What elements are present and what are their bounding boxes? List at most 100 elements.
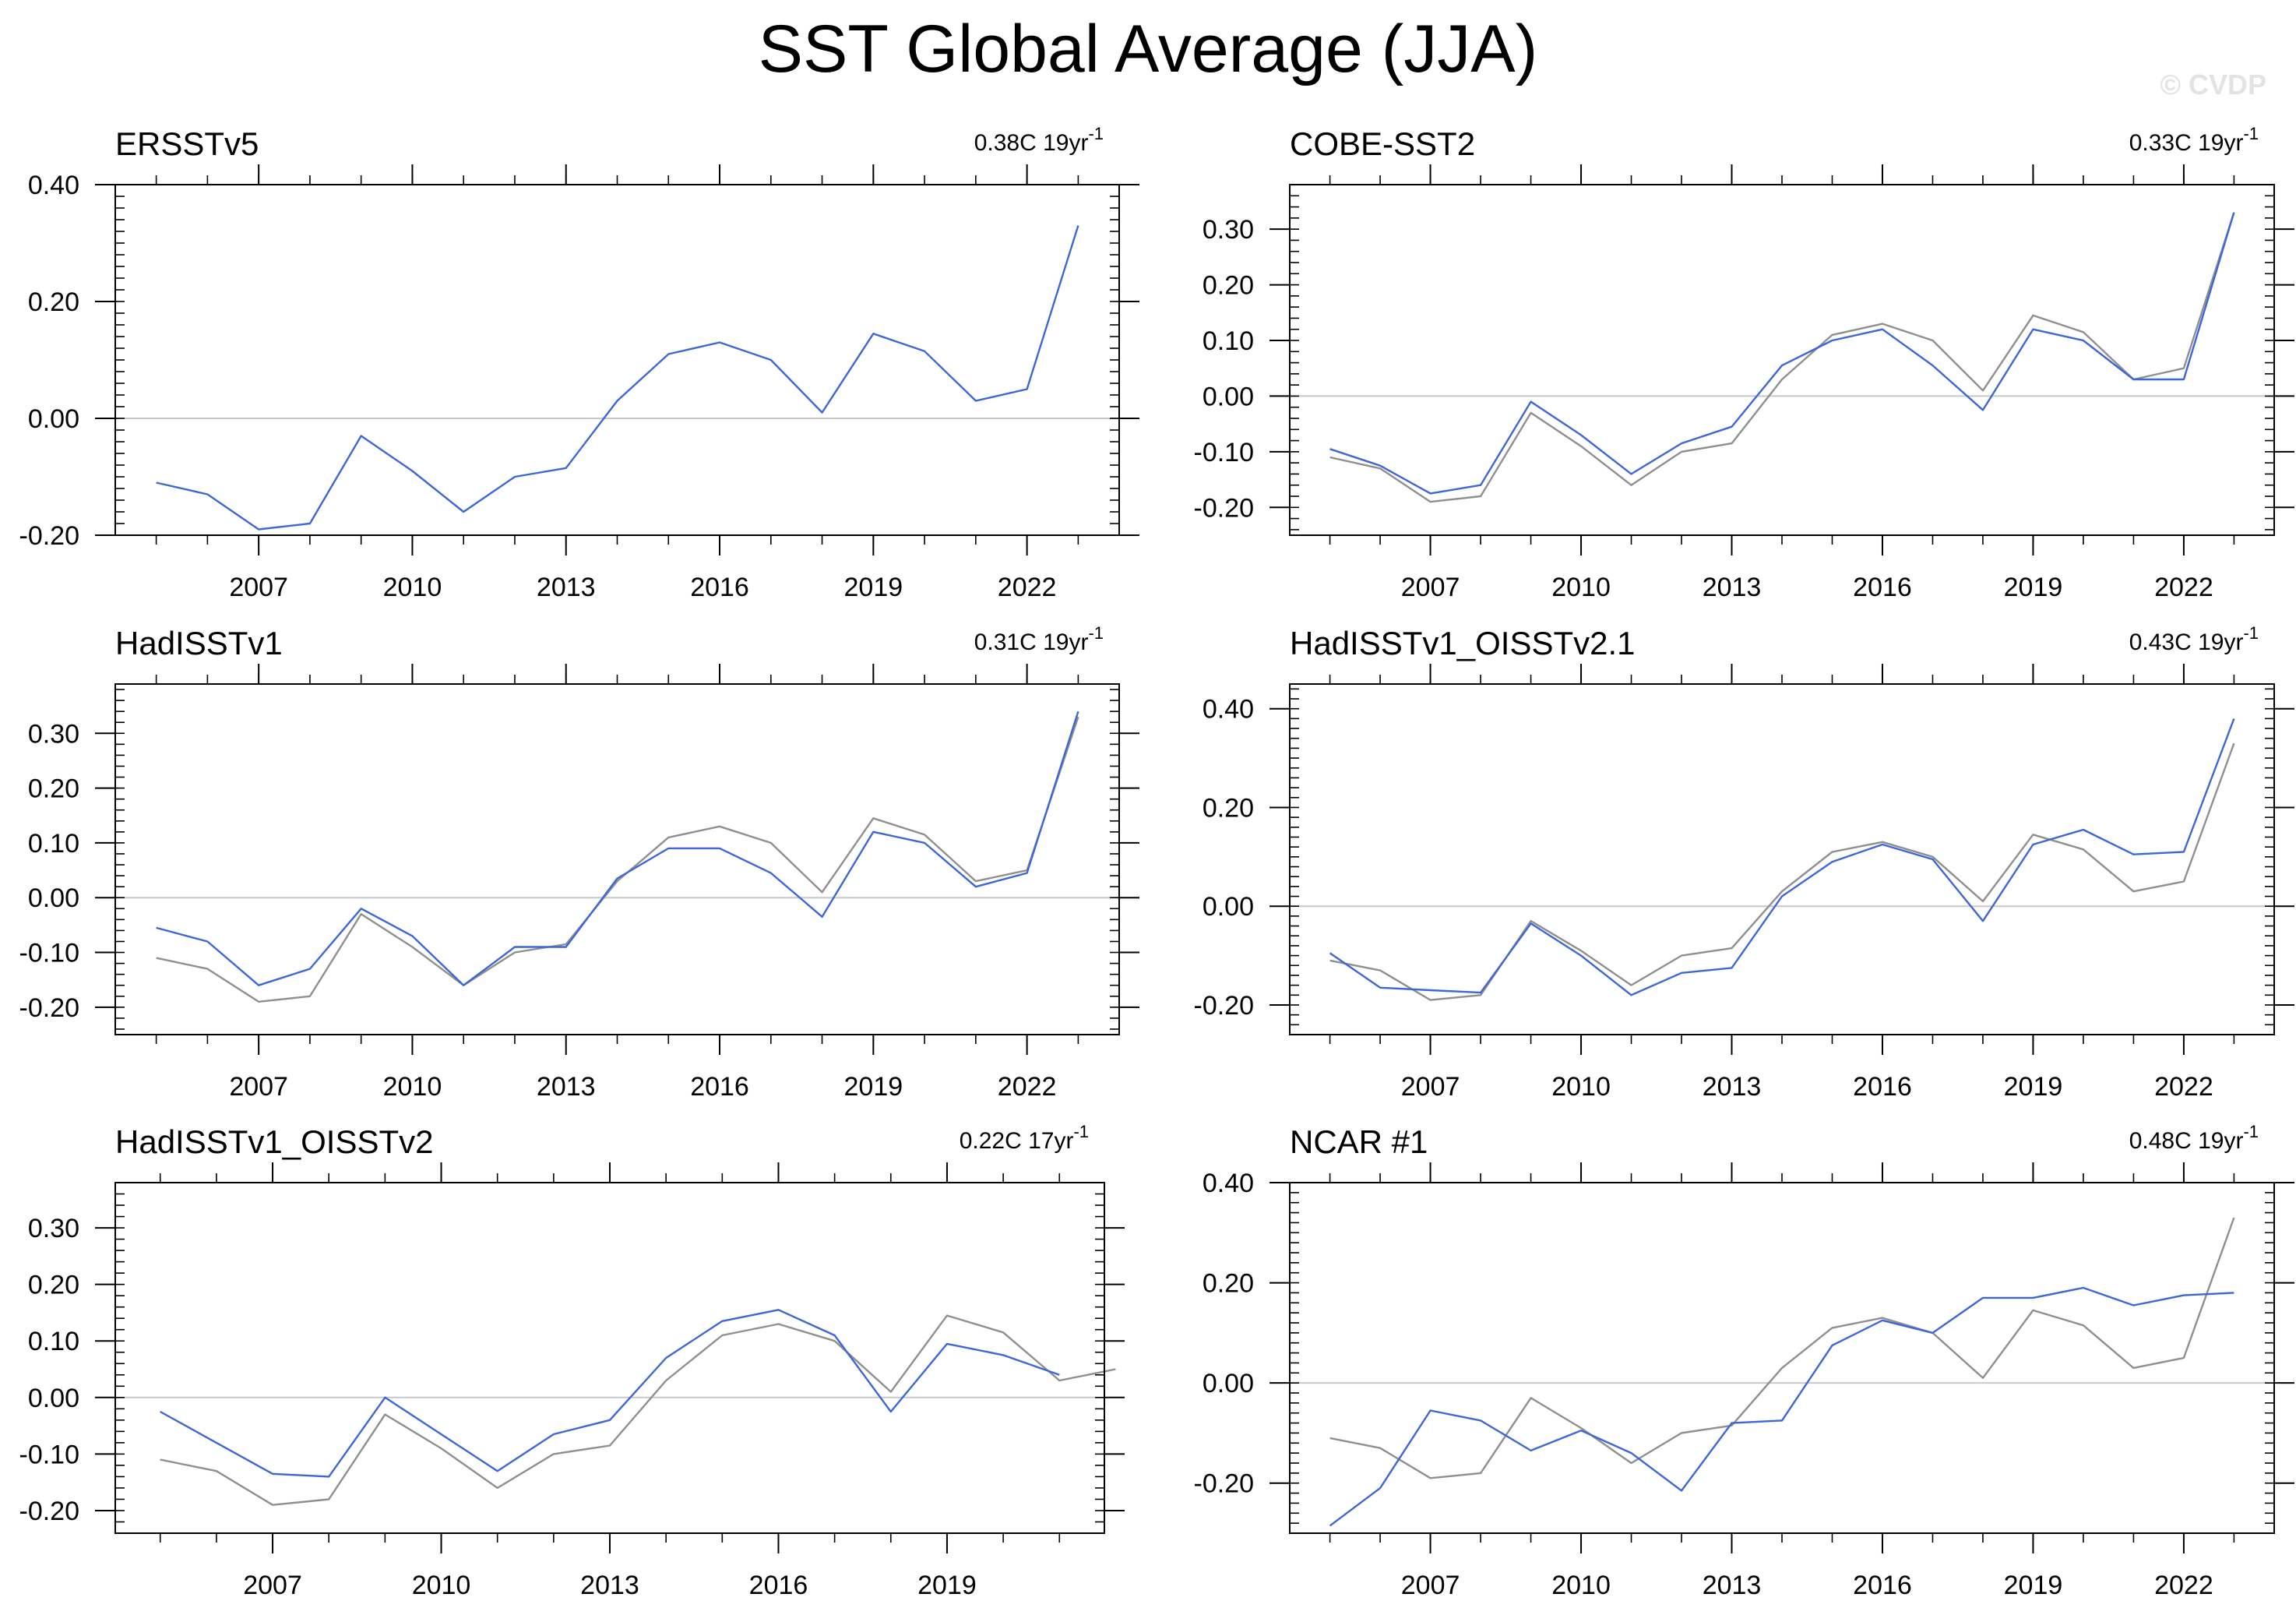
trend-exponent: -1 — [1088, 623, 1104, 643]
y-tick-label: 0.10 — [1203, 326, 1254, 356]
y-tick-label: 0.00 — [28, 1384, 79, 1413]
x-tick-label: 2007 — [243, 1571, 302, 1600]
chart-panel: -0.20 -0.10 0.00 0.10 0.20 0.30 2007 2010 2013 20… — [1194, 124, 2294, 602]
chart-panel: -0.20 0.00 0.20 0.40 2007 2010 2013 2016 2019 202… — [1194, 623, 2294, 1102]
reference-series-line — [1329, 1217, 2235, 1479]
trend-label: 0.48C 19yr-1 — [2129, 1122, 2259, 1154]
y-tick-label: -0.20 — [1194, 493, 1255, 523]
x-tick-label: 2016 — [749, 1571, 808, 1600]
x-tick-label: 2013 — [1703, 1571, 1762, 1600]
x-tick-label: 2013 — [580, 1571, 639, 1600]
x-tick-label: 2016 — [690, 573, 749, 602]
reference-series-line — [160, 1314, 1116, 1506]
x-tick-label: 2016 — [690, 1072, 749, 1102]
y-tick-label: -0.20 — [1194, 1469, 1255, 1499]
x-tick-label: 2022 — [998, 573, 1057, 602]
y-tick-label: 0.00 — [28, 883, 79, 913]
trend-exponent: -1 — [1073, 1122, 1089, 1141]
reference-series-line — [1329, 742, 2235, 1001]
plot-frame — [1289, 1182, 2275, 1534]
y-tick-label: 0.20 — [28, 1271, 79, 1300]
x-tick-label: 2010 — [1551, 1072, 1611, 1102]
x-tick-label: 2007 — [1401, 1571, 1460, 1600]
y-tick-label: 0.30 — [28, 1214, 79, 1243]
plot-frame — [1289, 184, 2275, 536]
data-series-line — [156, 711, 1079, 986]
x-tick-label: 2019 — [2004, 1072, 2063, 1102]
trend-label: 0.38C 19yr-1 — [974, 124, 1104, 156]
trend-exponent: -1 — [2243, 124, 2259, 143]
y-tick-label: 0.00 — [1203, 382, 1254, 411]
plot-frame — [114, 184, 1120, 536]
x-tick-label: 2007 — [1401, 573, 1460, 602]
y-tick-label: -0.20 — [1194, 991, 1255, 1021]
x-tick-label: 2010 — [383, 1072, 442, 1102]
y-tick-label: -0.10 — [1194, 438, 1255, 467]
panel-title: NCAR #1 — [1290, 1123, 1428, 1160]
chart-panel: -0.20 -0.10 0.00 0.10 0.20 0.30 2007 2010 2013 20… — [19, 1122, 1125, 1600]
trend-value: 0.38C 19yr — [974, 130, 1089, 156]
trend-label: 0.43C 19yr-1 — [2129, 623, 2259, 655]
trend-exponent: -1 — [1088, 124, 1104, 143]
main-title: SST Global Average (JJA) — [758, 12, 1538, 86]
panel-title: COBE-SST2 — [1290, 125, 1475, 162]
x-tick-label: 2013 — [1703, 1072, 1762, 1102]
y-tick-label: 0.40 — [28, 171, 79, 200]
x-tick-label: 2010 — [1551, 573, 1611, 602]
x-tick-label: 2010 — [412, 1571, 471, 1600]
y-tick-label: 0.00 — [28, 404, 79, 434]
data-series-line — [1329, 718, 2235, 996]
x-tick-label: 2013 — [1703, 573, 1762, 602]
panel-title: HadISSTv1_OISSTv2 — [115, 1123, 434, 1160]
y-tick-label: 0.30 — [28, 719, 79, 749]
trend-value: 0.22C 17yr — [960, 1128, 1074, 1154]
x-tick-label: 2019 — [844, 1072, 903, 1102]
x-tick-label: 2022 — [2154, 1571, 2213, 1600]
x-tick-label: 2019 — [917, 1571, 977, 1600]
trend-value: 0.31C 19yr — [974, 629, 1089, 655]
y-tick-label: 0.40 — [1203, 695, 1254, 725]
trend-label: 0.31C 19yr-1 — [974, 623, 1104, 655]
watermark: © CVDP — [2160, 69, 2266, 100]
y-tick-label: -0.10 — [19, 1440, 80, 1469]
y-tick-label: 0.20 — [1203, 793, 1254, 823]
trend-label: 0.22C 17yr-1 — [960, 1122, 1089, 1154]
x-tick-label: 2010 — [1551, 1571, 1611, 1600]
y-tick-label: -0.20 — [19, 993, 80, 1023]
x-tick-label: 2019 — [2004, 573, 2063, 602]
panel-title: HadISSTv1 — [115, 625, 283, 661]
x-tick-label: 2010 — [383, 573, 442, 602]
trend-value: 0.33C 19yr — [2129, 130, 2244, 156]
x-tick-label: 2016 — [1853, 1072, 1912, 1102]
x-tick-label: 2013 — [537, 1072, 596, 1102]
chart-panel: -0.20 0.00 0.20 0.40 2007 2010 2013 2016 2019 202… — [19, 124, 1139, 602]
chart-panel: -0.20 0.00 0.20 0.40 2007 2010 2013 2016 2019 202… — [1194, 1122, 2294, 1600]
y-tick-label: -0.20 — [19, 521, 80, 551]
y-tick-label: 0.20 — [28, 287, 79, 317]
y-tick-label: 0.00 — [1203, 892, 1254, 922]
reference-series-line — [156, 716, 1079, 1003]
data-series-line — [156, 225, 1079, 531]
y-tick-label: 0.30 — [1203, 215, 1254, 245]
x-tick-label: 2019 — [844, 573, 903, 602]
panel-title: HadISSTv1_OISSTv2.1 — [1290, 625, 1636, 661]
y-tick-label: 0.20 — [1203, 1269, 1254, 1299]
reference-series-line — [1329, 212, 2235, 503]
y-tick-label: 0.20 — [1203, 271, 1254, 301]
data-series-line — [1329, 212, 2235, 495]
x-tick-label: 2016 — [1853, 1571, 1912, 1600]
plot-frame — [114, 683, 1120, 1035]
data-series-line — [1329, 1286, 2234, 1527]
panel-title: ERSSTv5 — [115, 125, 259, 162]
x-tick-label: 2019 — [2004, 1571, 2063, 1600]
data-series-line — [160, 1309, 1060, 1478]
x-tick-label: 2022 — [998, 1072, 1057, 1102]
x-tick-label: 2016 — [1853, 573, 1912, 602]
plot-frame — [1289, 683, 2275, 1035]
x-tick-label: 2013 — [537, 573, 596, 602]
y-tick-label: 0.10 — [28, 1327, 79, 1356]
trend-label: 0.33C 19yr-1 — [2129, 124, 2259, 156]
x-tick-label: 2007 — [229, 1072, 288, 1102]
x-tick-label: 2022 — [2154, 573, 2213, 602]
